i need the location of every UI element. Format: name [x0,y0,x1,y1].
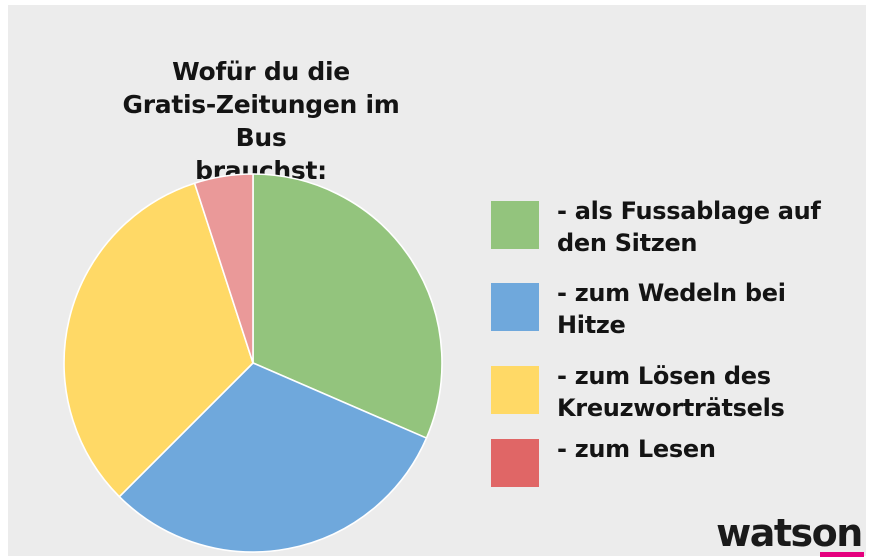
legend-label-line: - als Fussablage auf [557,197,821,225]
legend-label-line: den Sitzen [557,229,698,257]
logo-accent-bar [820,552,864,557]
pie-slice-1 [252,173,443,439]
legend-swatch [491,366,539,414]
chart-area: Wofür du die Gratis-Zeitungen im Bus bra… [8,5,866,557]
pie-chart [63,173,443,553]
legend-label-line: Hitze [557,311,626,339]
legend-item-4: - zum Lesen [491,433,861,493]
pie-slice-3 [63,182,254,498]
legend-label-line: - zum Wedeln bei [557,279,786,307]
pie-slice-2 [118,362,428,553]
legend-label: - zum Lösen des Kreuzworträtsels [557,360,857,424]
watson-logo: watson [716,511,863,555]
chart-title: Wofür du die Gratis-Zeitungen im Bus bra… [122,57,400,185]
legend-label: - als Fussablage auf den Sitzen [557,195,857,259]
legend-item-1: - als Fussablage auf den Sitzen [491,195,861,257]
legend-item-3: - zum Lösen des Kreuzworträtsels [491,360,861,422]
legend-label-line: Kreuzworträtsels [557,394,785,422]
legend-item-2: - zum Wedeln bei Hitze [491,277,861,339]
legend-swatch [491,439,539,487]
legend-label: - zum Lesen [557,433,857,465]
legend-swatch [491,201,539,249]
legend-label: - zum Wedeln bei Hitze [557,277,857,341]
legend-label-line: - zum Lösen des [557,362,771,390]
legend-swatch [491,283,539,331]
legend-label-line: - zum Lesen [557,435,716,463]
pie-slice-4 [193,173,254,364]
